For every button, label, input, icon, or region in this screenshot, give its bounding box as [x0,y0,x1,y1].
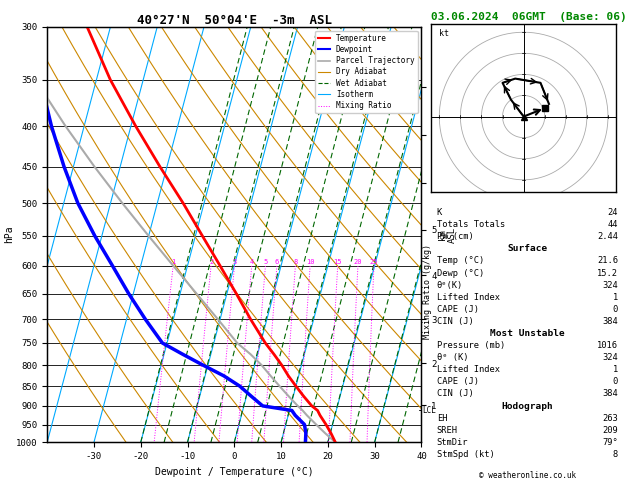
Text: 79°: 79° [602,438,618,447]
Text: 1: 1 [171,259,175,265]
Text: EH: EH [437,414,447,423]
Text: θᵉ(K): θᵉ(K) [437,280,463,290]
Text: 1016: 1016 [597,341,618,350]
Text: CAPE (J): CAPE (J) [437,305,479,314]
X-axis label: Dewpoint / Temperature (°C): Dewpoint / Temperature (°C) [155,467,314,477]
Title: 40°27'N  50°04'E  -3m  ASL: 40°27'N 50°04'E -3m ASL [136,14,332,27]
Text: Hodograph: Hodograph [501,401,554,411]
Text: 21.6: 21.6 [597,257,618,265]
Text: Pressure (mb): Pressure (mb) [437,341,505,350]
Text: 44: 44 [608,220,618,229]
Text: CIN (J): CIN (J) [437,389,474,399]
Text: PW (cm): PW (cm) [437,232,474,241]
Text: CIN (J): CIN (J) [437,317,474,326]
Text: SREH: SREH [437,426,458,435]
Text: Lifted Index: Lifted Index [437,365,500,374]
Text: θᵉ (K): θᵉ (K) [437,353,469,362]
Text: 24: 24 [608,208,618,217]
Text: 1: 1 [613,365,618,374]
Text: Totals Totals: Totals Totals [437,220,505,229]
Text: 25: 25 [370,259,378,265]
Y-axis label: km
ASL: km ASL [438,226,457,243]
Text: Most Unstable: Most Unstable [490,329,565,338]
Text: 15.2: 15.2 [597,269,618,278]
Text: 2.44: 2.44 [597,232,618,241]
Text: K: K [437,208,442,217]
Text: CAPE (J): CAPE (J) [437,378,479,386]
Text: Dewp (°C): Dewp (°C) [437,269,484,278]
Text: StmDir: StmDir [437,438,469,447]
Text: 0: 0 [613,378,618,386]
Text: 1: 1 [613,293,618,302]
Text: Temp (°C): Temp (°C) [437,257,484,265]
Text: 6: 6 [275,259,279,265]
Text: 4: 4 [250,259,254,265]
Text: 15: 15 [333,259,342,265]
Text: 324: 324 [602,280,618,290]
Text: 263: 263 [602,414,618,423]
Text: 209: 209 [602,426,618,435]
Text: 384: 384 [602,317,618,326]
Text: Lifted Index: Lifted Index [437,293,500,302]
Text: Mixing Ratio (g/kg): Mixing Ratio (g/kg) [423,244,431,339]
Text: 324: 324 [602,353,618,362]
Text: 20: 20 [353,259,362,265]
Legend: Temperature, Dewpoint, Parcel Trajectory, Dry Adiabat, Wet Adiabat, Isotherm, Mi: Temperature, Dewpoint, Parcel Trajectory… [315,31,418,113]
Text: 10: 10 [306,259,314,265]
Text: 384: 384 [602,389,618,399]
Text: 03.06.2024  06GMT  (Base: 06): 03.06.2024 06GMT (Base: 06) [431,12,626,22]
Text: LCL: LCL [422,406,437,415]
Text: 5: 5 [264,259,268,265]
Text: 8: 8 [613,450,618,459]
Text: 0: 0 [613,305,618,314]
Text: Surface: Surface [508,244,547,253]
Y-axis label: hPa: hPa [4,226,14,243]
Text: StmSpd (kt): StmSpd (kt) [437,450,494,459]
Text: 8: 8 [293,259,298,265]
Text: © weatheronline.co.uk: © weatheronline.co.uk [479,470,576,480]
Text: 3: 3 [233,259,237,265]
Text: 2: 2 [209,259,213,265]
Text: kt: kt [439,30,449,38]
